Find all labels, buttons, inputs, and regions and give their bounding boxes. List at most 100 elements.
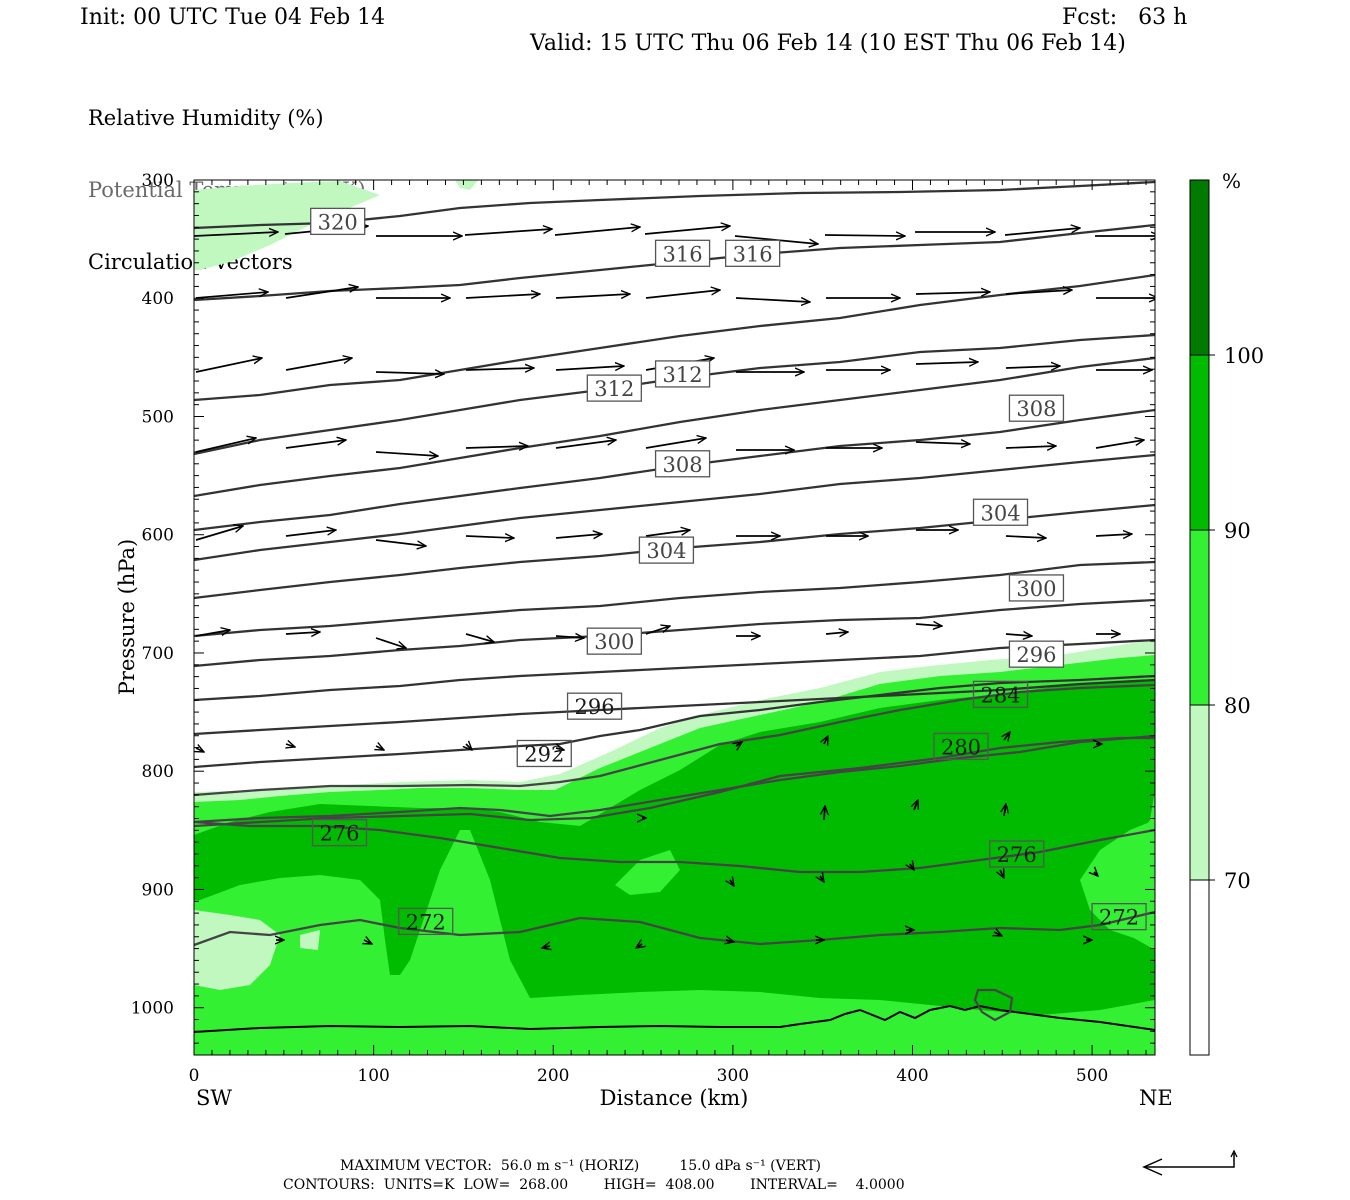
theta-label-box [654, 360, 711, 388]
theta-label-box [586, 627, 642, 655]
vector [375, 637, 406, 648]
vector [910, 864, 914, 870]
vector [375, 539, 426, 546]
y-axis-label: Pressure (hPa) [115, 539, 139, 695]
theta-contour-labels: 320 316 316 312 312 308 308 304 304 300 300 296 296 2… [310, 207, 1147, 936]
theta-label-box [566, 692, 623, 720]
theta-label-box [1008, 640, 1065, 668]
x-axis-label: Distance (km) [600, 1086, 749, 1110]
theta-label-304: 304 [638, 536, 695, 564]
vector [1095, 534, 1132, 536]
theta-contours-lower [194, 683, 1155, 947]
theta-label-box [310, 207, 366, 236]
theta-label-300: 300 [1008, 574, 1065, 602]
terrain-bump-contour [973, 988, 1014, 1022]
vector [375, 372, 444, 374]
vector [286, 744, 295, 747]
theta-label-272: 272 [398, 907, 454, 936]
x-tick-label: 500 [1076, 1066, 1108, 1086]
theta-contour-316 [194, 223, 1155, 302]
theta-label-text: 308 [663, 453, 703, 477]
theta-label-box [972, 498, 1029, 526]
minor-ticks [194, 180, 1155, 1055]
colorbar: 70 80 90 100 [1189, 179, 1264, 1056]
vector [1005, 446, 1056, 448]
y-tick-label: 400 [142, 289, 174, 309]
theta-contour-296 [194, 453, 1155, 562]
vector [914, 800, 918, 811]
theta-label-280: 280 [933, 732, 989, 761]
theta-label-text: 316 [733, 242, 773, 266]
circulation-vectors [194, 226, 1155, 948]
y-tick-label: 1000 [131, 999, 174, 1019]
theta-contour-308 [194, 333, 1155, 456]
theta-label-box [638, 536, 695, 564]
vector [994, 932, 1002, 936]
endpoint-left-label: SW [196, 1086, 232, 1110]
theta-contour-low-4 [194, 820, 1155, 874]
y-axis: 300 400 500 600 700 800 900 1000 [131, 171, 1155, 1019]
vector [464, 229, 552, 236]
field-relative-humidity: Relative Humidity (%) [88, 106, 324, 130]
colorbar-swatch [1190, 180, 1209, 355]
theta-label-308: 308 [654, 450, 711, 478]
vector [726, 940, 734, 942]
theta-label-text: 296 [575, 695, 615, 719]
theta-label-text: 276 [319, 822, 359, 846]
vector [194, 232, 278, 236]
endpoint-right-label: NE [1139, 1086, 1173, 1110]
theta-label-272: 272 [1091, 903, 1147, 931]
theta-label-300: 300 [586, 627, 642, 655]
theta-label-text: 296 [1016, 643, 1056, 667]
theta-label-box [1008, 574, 1065, 602]
vector [285, 440, 346, 449]
vector [735, 298, 810, 302]
theta-label-304: 304 [972, 498, 1029, 526]
theta-label-text: 272 [406, 910, 446, 934]
x-tick-label: 0 [189, 1066, 200, 1086]
colorbar-swatch [1190, 880, 1209, 1055]
x-axis: 0 100 200 300 400 500 [189, 180, 1108, 1086]
vector [285, 530, 336, 537]
rh-pocket-lower-left [194, 910, 280, 990]
theta-label-box [1091, 903, 1147, 931]
vector [376, 746, 384, 750]
vector [465, 446, 528, 448]
x-tick-label: 200 [537, 1066, 569, 1086]
theta-label-312: 312 [586, 374, 642, 402]
vector [645, 626, 670, 635]
x-tick-label: 100 [357, 1066, 389, 1086]
terrain-line [194, 1004, 1155, 1033]
vector [195, 358, 262, 373]
colorbar-level-label: 70 [1224, 869, 1251, 893]
theta-label-text: 280 [941, 735, 981, 759]
vector [555, 366, 624, 370]
theta-label-text: 272 [1099, 906, 1139, 930]
x-tick-label: 300 [717, 1066, 749, 1086]
theta-label-box [972, 680, 1029, 709]
theta-label-text: 312 [594, 377, 634, 401]
y-tick-label: 900 [142, 880, 174, 900]
theta-label-text: 312 [663, 363, 703, 387]
vector [196, 748, 204, 752]
y-tick-label: 700 [142, 644, 174, 664]
theta-label-box [516, 739, 572, 768]
vector [465, 536, 514, 538]
vector [555, 440, 616, 449]
vector [915, 362, 978, 364]
vector [1005, 290, 1072, 294]
vector [824, 736, 828, 744]
vector [555, 294, 630, 298]
vector [636, 944, 642, 948]
init-time: Init: 00 UTC Tue 04 Feb 14 [80, 5, 386, 30]
colorbar-level-label: 100 [1224, 344, 1264, 368]
colorbar-frame [1189, 179, 1210, 1056]
vector [1005, 366, 1060, 368]
theta-contour-280 [194, 638, 1155, 702]
vector [1004, 804, 1006, 817]
vector [915, 624, 942, 626]
theta-label-box [586, 374, 642, 402]
theta-label-text: 300 [594, 630, 634, 654]
theta-label-text: 276 [997, 843, 1037, 867]
